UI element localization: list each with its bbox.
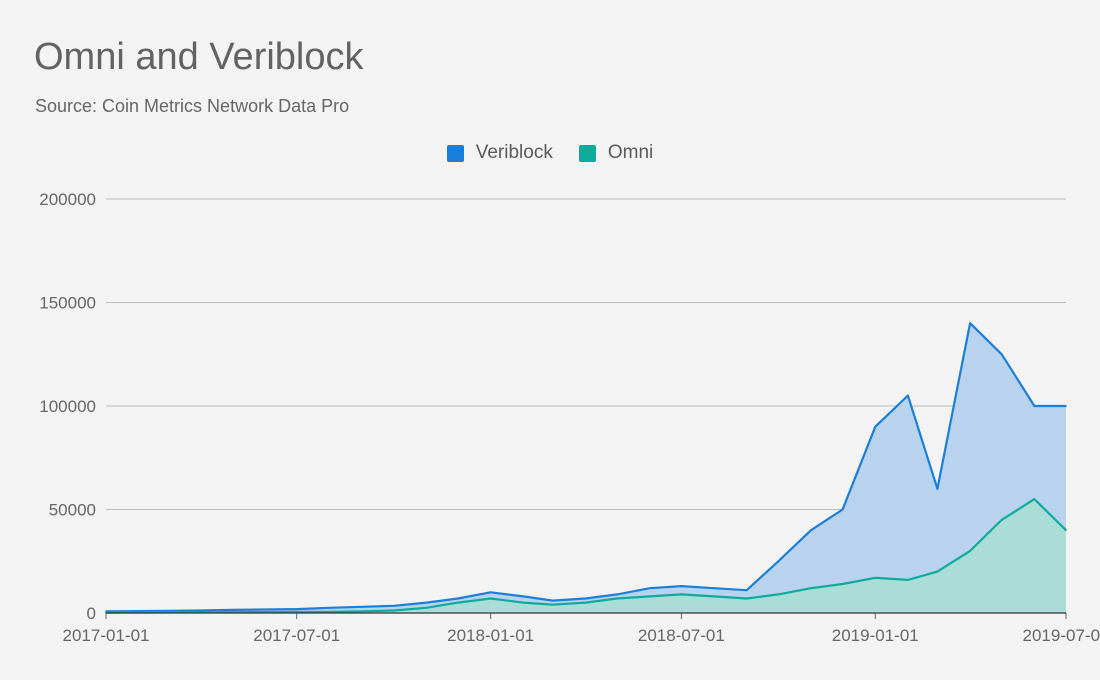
data-point-veriblock-12 [489, 591, 492, 594]
y-tick-label-0: 0 [87, 604, 96, 623]
data-point-veriblock-13 [522, 595, 525, 598]
data-point-omni-7 [328, 611, 331, 613]
data-point-veriblock-9 [392, 605, 395, 607]
data-point-veriblock-27 [969, 322, 971, 325]
data-point-omni-14 [552, 603, 554, 606]
data-point-omni-28 [1000, 519, 1003, 521]
y-tick-label-2: 100000 [39, 397, 96, 416]
data-point-veriblock-4 [231, 609, 234, 611]
data-point-veriblock-29 [1033, 405, 1036, 407]
data-point-veriblock-20 [745, 589, 748, 591]
data-point-veriblock-24 [874, 425, 877, 428]
legend-swatch-veriblock [446, 144, 464, 162]
x-tick-label-4: 2019-01-01 [832, 626, 919, 645]
data-point-omni-11 [457, 601, 459, 604]
series-area-veriblock [106, 323, 1066, 613]
data-point-veriblock-18 [680, 585, 683, 587]
data-point-veriblock-8 [361, 606, 363, 608]
data-point-omni-10 [425, 607, 428, 609]
data-point-omni-29 [1033, 498, 1036, 500]
data-point-omni-8 [361, 610, 363, 613]
x-tick-label-1: 2017-07-01 [253, 626, 340, 645]
data-point-omni-25 [907, 579, 909, 581]
data-point-veriblock-10 [425, 601, 428, 604]
data-point-omni-22 [810, 587, 812, 589]
data-point-omni-15 [584, 601, 587, 604]
data-point-omni-26 [936, 570, 939, 573]
data-point-veriblock-11 [457, 597, 459, 600]
data-point-veriblock-23 [841, 508, 844, 511]
data-point-veriblock-25 [907, 394, 909, 397]
data-point-veriblock-5 [264, 608, 266, 611]
data-point-veriblock-21 [777, 560, 780, 563]
data-point-omni-27 [969, 550, 971, 552]
data-point-omni-16 [616, 597, 618, 600]
legend-label-veriblock: Veriblock [475, 142, 553, 163]
y-tick-label-3: 150000 [39, 294, 96, 313]
data-point-omni-17 [649, 595, 651, 598]
data-point-veriblock-16 [616, 593, 618, 596]
data-point-omni-30 [1065, 529, 1067, 531]
data-point-veriblock-14 [552, 599, 554, 602]
legend-item-veriblock[interactable]: Veriblock [446, 142, 553, 164]
chart-subtitle: Source: Coin Metrics Network Data Pro [35, 96, 350, 116]
x-tick-label-5: 2019-07-01 [1023, 626, 1100, 645]
x-tick-label-0: 2017-01-01 [63, 626, 150, 645]
series-area-omni [106, 499, 1066, 613]
legend-swatch-omni [578, 144, 596, 162]
data-point-omni-9 [392, 609, 395, 612]
data-point-omni-13 [522, 601, 525, 604]
data-point-veriblock-3 [200, 609, 202, 612]
data-point-veriblock-28 [1000, 353, 1003, 356]
data-point-omni-24 [874, 577, 877, 579]
x-tick-label-3: 2018-07-01 [638, 626, 725, 645]
data-point-veriblock-22 [810, 529, 812, 531]
legend-label-omni: Omni [607, 142, 654, 163]
data-point-veriblock-26 [936, 488, 939, 490]
y-tick-label-4: 200000 [39, 190, 96, 209]
legend: Veriblock Omni [0, 142, 1100, 164]
chart-title: Omni and Veriblock [34, 36, 364, 78]
data-point-veriblock-30 [1065, 405, 1067, 407]
data-point-veriblock-6 [295, 608, 298, 610]
data-point-omni-12 [489, 597, 492, 600]
x-tick-label-2: 2018-01-01 [447, 626, 534, 645]
data-point-omni-18 [680, 593, 683, 596]
legend-item-omni[interactable]: Omni [578, 142, 654, 164]
data-point-omni-23 [841, 583, 844, 585]
data-point-omni-19 [713, 595, 715, 598]
data-point-veriblock-15 [584, 597, 587, 600]
y-tick-label-1: 50000 [49, 501, 96, 520]
data-point-veriblock-7 [328, 607, 331, 609]
data-point-veriblock-17 [649, 587, 651, 589]
data-point-veriblock-19 [713, 587, 715, 589]
data-point-omni-21 [777, 593, 780, 596]
data-point-omni-20 [745, 597, 748, 600]
